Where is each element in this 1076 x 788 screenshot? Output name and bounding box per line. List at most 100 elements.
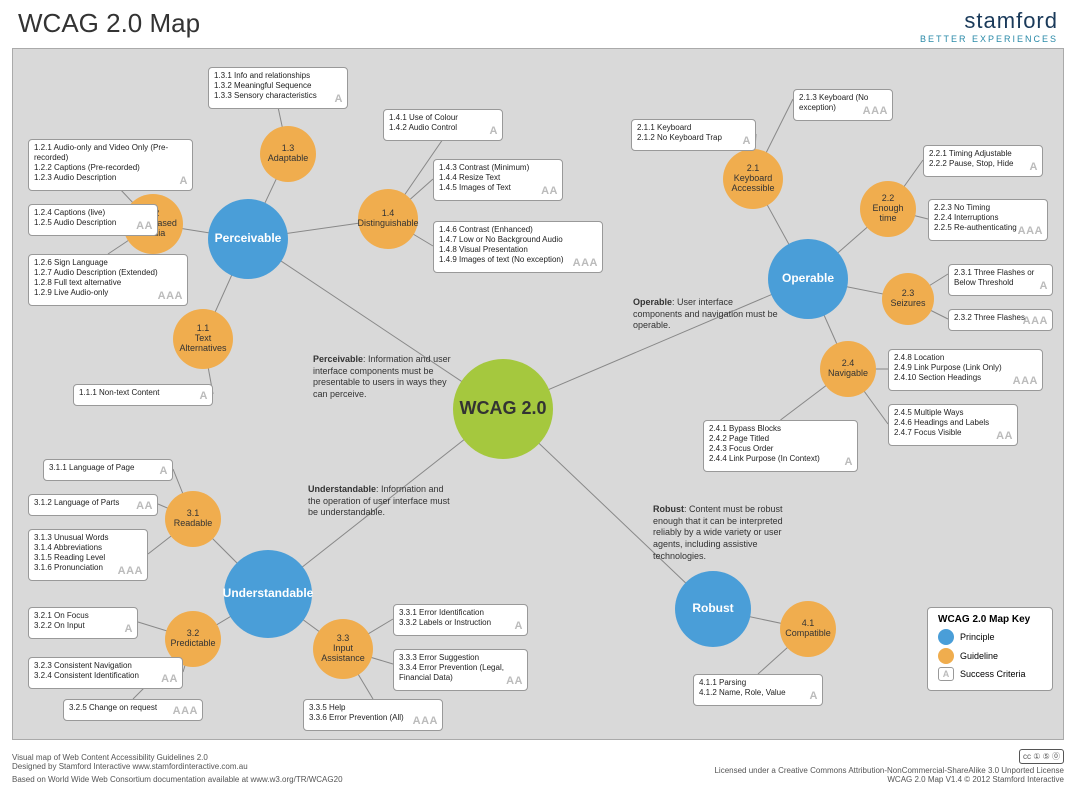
criteria-box: 2.4.1 Bypass Blocks2.4.2 Page Titled2.4.… [703,420,858,472]
level-badge: AAA [173,705,198,719]
level-badge: AAA [1013,375,1038,389]
criteria-line: 2.4.1 Bypass Blocks [709,424,852,434]
criteria-line: 3.1.1 Language of Page [49,463,167,473]
key-label: Guideline [960,651,998,661]
criteria-box: 3.3.5 Help3.3.6 Error Prevention (All)AA… [303,699,443,731]
criteria-line: 1.4.6 Contrast (Enhanced) [439,225,597,235]
desc-perceivable: Perceivable: Information and user interf… [313,354,463,401]
criteria-box: 1.2.1 Audio-only and Video Only (Pre-rec… [28,139,193,191]
criteria-box: 1.2.6 Sign Language1.2.7 Audio Descripti… [28,254,188,306]
criteria-line: 1.4.4 Resize Text [439,173,557,183]
level-badge: A [845,456,853,470]
level-badge: AAA [573,257,598,271]
criteria-box: 2.2.3 No Timing2.2.4 Interruptions2.2.5 … [928,199,1048,241]
key-label: Success Criteria [960,669,1026,679]
key-row: Principle [938,629,1042,645]
footer-line: Based on World Wide Web Consortium docum… [12,775,343,784]
criteria-line: 1.3.1 Info and relationships [214,71,342,81]
logo-name: stamford [920,8,1058,34]
cc-badge: cc ① ⑤ ⓪ [1019,749,1064,764]
guideline-g41: 4.1 Compatible [780,601,836,657]
level-badge: A [1030,161,1038,175]
criteria-line: 2.4.4 Link Purpose (In Context) [709,454,852,464]
criteria-line: 2.4.3 Focus Order [709,444,852,454]
level-badge: A [335,93,343,107]
criteria-box: 1.1.1 Non-text ContentA [73,384,213,406]
key-title: WCAG 2.0 Map Key [938,614,1042,625]
criteria-box: 1.2.4 Captions (live)1.2.5 Audio Descrip… [28,204,158,236]
principle-robust: Robust [675,571,751,647]
logo-tagline: BETTER EXPERIENCES [920,34,1058,44]
criteria-line: 3.2.2 On Input [34,621,132,631]
level-badge: AAA [413,715,438,729]
criteria-box: 2.1.1 Keyboard2.1.2 No Keyboard TrapA [631,119,756,151]
criteria-line: 2.2.3 No Timing [934,203,1042,213]
criteria-box: 3.2.1 On Focus3.2.2 On InputA [28,607,138,639]
criteria-line: 3.2.4 Consistent Identification [34,671,177,681]
desc-operable: Operable: User interface components and … [633,297,783,332]
criteria-box: 3.3.1 Error Identification3.3.2 Labels o… [393,604,528,636]
key-row: ASuccess Criteria [938,667,1042,681]
criteria-box: 4.1.1 Parsing4.1.2 Name, Role, ValueA [693,674,823,706]
criteria-line: 3.1.2 Language of Parts [34,498,152,508]
criteria-line: 1.2.3 Audio Description [34,173,187,183]
guideline-g21: 2.1 Keyboard Accessible [723,149,783,209]
level-badge: AA [506,675,523,689]
map-key: WCAG 2.0 Map Key Principle Guideline ASucc… [927,607,1053,691]
level-badge: A [743,135,751,149]
level-badge: AA [136,500,153,514]
criteria-line: 3.3.2 Labels or Instruction [399,618,522,628]
criteria-box: 2.2.1 Timing Adjustable2.2.2 Pause, Stop… [923,145,1043,177]
criteria-line: 3.3.5 Help [309,703,437,713]
key-row: Guideline [938,648,1042,664]
level-badge: AAA [118,565,143,579]
criteria-line: 2.4.8 Location [894,353,1037,363]
criteria-box: 2.3.1 Three Flashes or Below ThresholdA [948,264,1053,296]
criteria-line: 2.1.2 No Keyboard Trap [637,133,750,143]
criteria-box: 1.4.6 Contrast (Enhanced)1.4.7 Low or No… [433,221,603,273]
criteria-line: 3.3.3 Error Suggestion [399,653,522,663]
criteria-line: 1.2.5 Audio Description [34,218,152,228]
criteria-line: 1.4.5 Images of Text [439,183,557,193]
criteria-line: 1.2.8 Full text alternative [34,278,182,288]
criteria-line: 2.3.1 Three Flashes or Below Threshold [954,268,1047,288]
criteria-line: 2.2.2 Pause, Stop, Hide [929,159,1037,169]
level-badge: AA [161,673,178,687]
level-badge: A [490,125,498,139]
criteria-line: 4.1.2 Name, Role, Value [699,688,817,698]
criteria-box: 2.1.3 Keyboard (No exception)AAA [793,89,893,121]
criteria-line: 3.1.4 Abbreviations [34,543,142,553]
footer-line: WCAG 2.0 Map V1.4 © 2012 Stamford Intera… [714,775,1064,784]
guideline-g11: 1.1 Text Alternatives [173,309,233,369]
desc-robust: Robust: Content must be robust enough th… [653,504,803,562]
criteria-line: 1.4.1 Use of Colour [389,113,497,123]
level-badge: AAA [863,105,888,119]
logo: stamford BETTER EXPERIENCES [920,8,1058,44]
guideline-g33: 3.3 Input Assistance [313,619,373,679]
criteria-line: 3.2.1 On Focus [34,611,132,621]
criteria-line: 1.2.1 Audio-only and Video Only (Pre-rec… [34,143,187,163]
criteria-box: 2.4.5 Multiple Ways2.4.6 Headings and La… [888,404,1018,446]
footer: Visual map of Web Content Accessibility … [12,749,1064,784]
criteria-line: 2.2.1 Timing Adjustable [929,149,1037,159]
criteria-line: 4.1.1 Parsing [699,678,817,688]
level-badge: A [180,175,188,189]
level-badge: AA [996,430,1013,444]
criteria-line: 1.3.3 Sensory characteristics [214,91,342,101]
guideline-g31: 3.1 Readable [165,491,221,547]
key-principle-icon [938,629,954,645]
criteria-line: 2.4.2 Page Titled [709,434,852,444]
guideline-g24: 2.4 Navigable [820,341,876,397]
key-guideline-icon [938,648,954,664]
principle-understandable: Understandable [224,550,312,638]
criteria-line: 1.2.2 Captions (Pre-recorded) [34,163,187,173]
level-badge: AAA [158,290,183,304]
key-label: Principle [960,632,995,642]
criteria-line: 1.4.8 Visual Presentation [439,245,597,255]
criteria-line: 2.1.1 Keyboard [637,123,750,133]
criteria-line: 1.1.1 Non-text Content [79,388,207,398]
diagram-canvas: WCAG 2.0 Map Key PrincipleGuidelineASucc… [12,48,1064,740]
criteria-line: 1.2.7 Audio Description (Extended) [34,268,182,278]
criteria-line: 3.3.4 Error Prevention (Legal, Financial… [399,663,522,683]
footer-line: Visual map of Web Content Accessibility … [12,753,343,762]
